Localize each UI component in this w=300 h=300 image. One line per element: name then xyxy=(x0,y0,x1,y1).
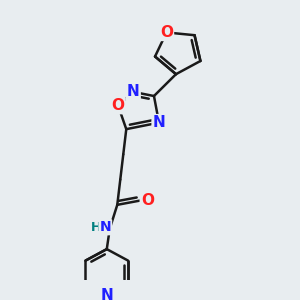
Text: H: H xyxy=(91,221,101,234)
Text: O: O xyxy=(141,193,154,208)
Text: N: N xyxy=(127,84,140,99)
Text: N: N xyxy=(153,115,165,130)
Text: N: N xyxy=(100,288,113,300)
Text: O: O xyxy=(160,25,173,40)
Text: O: O xyxy=(112,98,124,113)
Text: N: N xyxy=(100,220,111,234)
